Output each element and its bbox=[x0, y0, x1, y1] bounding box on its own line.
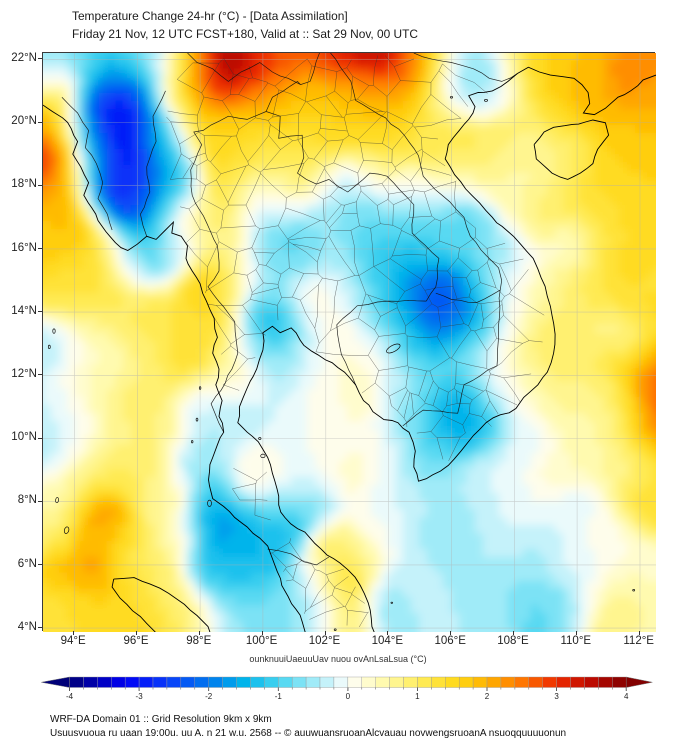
svg-text:-4: -4 bbox=[66, 692, 74, 701]
svg-text:1: 1 bbox=[415, 692, 420, 701]
svg-text:0: 0 bbox=[346, 692, 351, 701]
svg-text:3: 3 bbox=[554, 692, 559, 701]
svg-text:2: 2 bbox=[485, 692, 490, 701]
svg-text:-2: -2 bbox=[205, 692, 213, 701]
svg-text:4: 4 bbox=[624, 692, 629, 701]
svg-text:-3: -3 bbox=[136, 692, 144, 701]
svg-text:-1: -1 bbox=[275, 692, 283, 701]
